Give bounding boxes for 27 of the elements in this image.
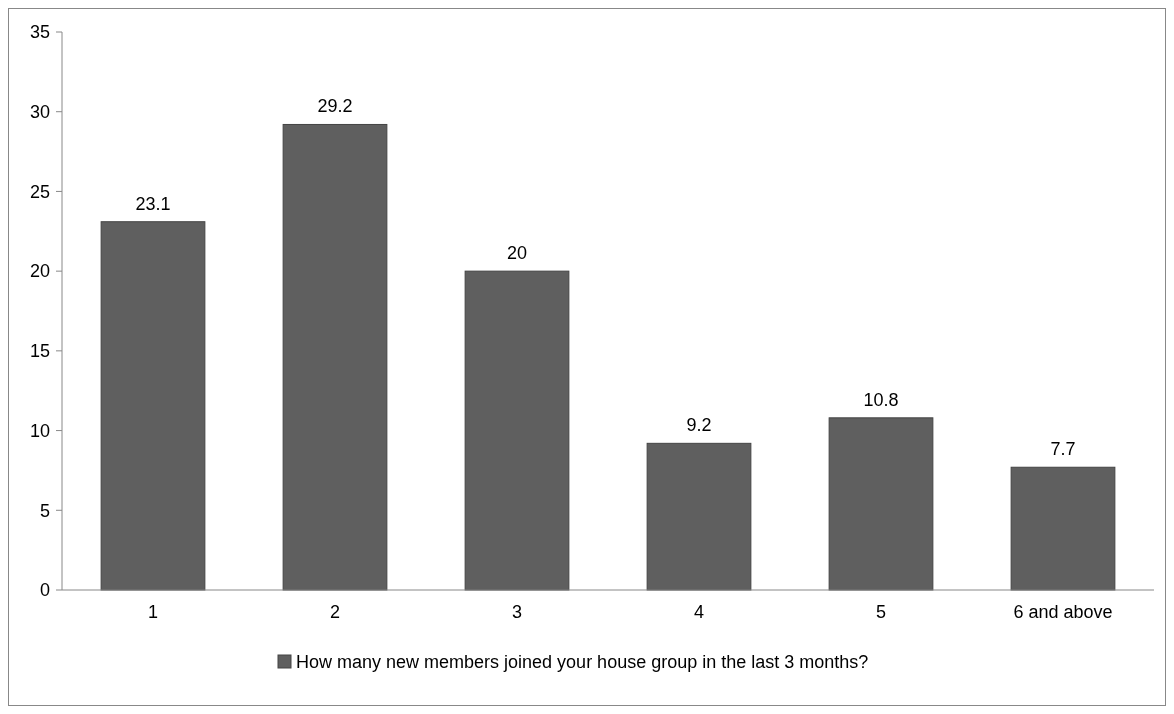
y-tick-label: 20 (29, 261, 50, 282)
y-tick-label: 30 (29, 102, 50, 123)
bar (828, 417, 934, 591)
data-label: 23.1 (135, 193, 171, 214)
bar (1010, 466, 1116, 591)
data-label: 7.7 (1050, 439, 1076, 460)
data-label: 9.2 (686, 415, 712, 436)
x-tick-label: 5 (875, 602, 887, 622)
bar (100, 221, 206, 591)
y-tick-label: 10 (29, 420, 50, 441)
bar (646, 442, 752, 591)
bar (282, 123, 388, 591)
x-tick-label: 1 (147, 602, 159, 622)
y-tick-label: 0 (39, 580, 50, 601)
x-tick-label: 4 (693, 602, 705, 622)
x-tick-label: 2 (329, 602, 341, 622)
x-tick-label: 6 and above (1013, 602, 1113, 622)
bar (464, 270, 570, 591)
y-tick-label: 5 (39, 500, 50, 521)
data-label: 29.2 (317, 96, 353, 117)
y-tick-label: 25 (29, 181, 50, 202)
x-tick-label: 3 (511, 602, 523, 622)
y-tick-label: 35 (29, 22, 50, 43)
data-label: 20 (506, 243, 528, 264)
data-label: 10.8 (863, 389, 899, 410)
legend-label: How many new members joined your house group in the last 3 months? (296, 652, 869, 673)
y-tick-label: 15 (29, 341, 50, 362)
